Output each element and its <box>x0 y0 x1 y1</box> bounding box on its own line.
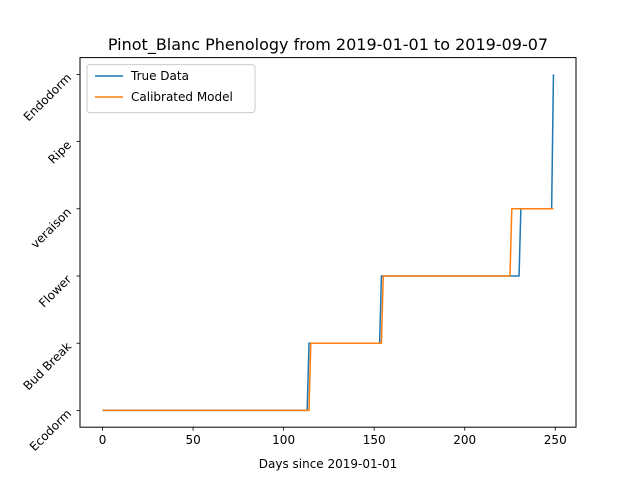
x-tick-label: 200 <box>453 433 476 447</box>
x-tick-label: 100 <box>272 433 295 447</box>
x-tick-label: 150 <box>363 433 386 447</box>
x-tick-label: 50 <box>185 433 200 447</box>
legend-box <box>86 64 256 114</box>
axes-frame <box>79 57 577 428</box>
series-line-1 <box>102 208 554 412</box>
x-tick-label: 0 <box>99 433 107 447</box>
legend-label-0: True Data <box>130 69 189 83</box>
legend-label-1: Calibrated Model <box>131 90 233 104</box>
chart-title: Pinot_Blanc Phenology from 2019-01-01 to… <box>108 35 548 55</box>
x-axis-label: Days since 2019-01-01 <box>259 457 398 471</box>
legend: True Data Calibrated Model <box>86 64 256 114</box>
x-tick-label: 250 <box>544 433 567 447</box>
x-axis: 0 50 100 150 200 250 <box>99 427 567 447</box>
plot-area <box>102 74 555 412</box>
